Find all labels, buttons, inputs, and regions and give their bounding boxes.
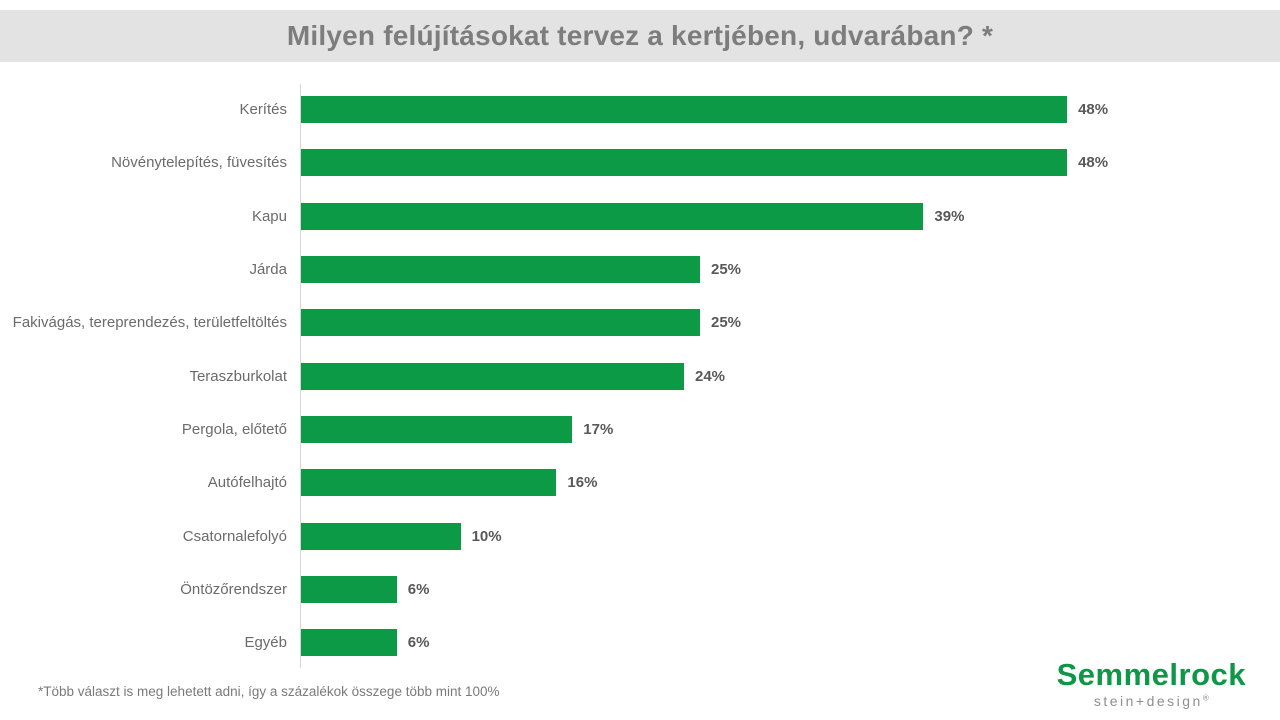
bar-row: Fakivágás, tereprendezés, területfeltölt… bbox=[0, 296, 1280, 349]
footnote: *Több választ is meg lehetett adni, így … bbox=[38, 684, 500, 699]
bar-track: 25% bbox=[301, 309, 742, 337]
bar-chart: Kerítés 48% Növénytelepítés, füvesítés 48% K… bbox=[0, 83, 1280, 669]
bar-row: Növénytelepítés, füvesítés 48% bbox=[0, 136, 1280, 189]
value-label: 25% bbox=[711, 314, 742, 332]
value-label: 10% bbox=[471, 527, 502, 545]
bar-track: 6% bbox=[301, 575, 430, 603]
bar bbox=[301, 256, 700, 284]
bar-row: Autófelhajtó 16% bbox=[0, 456, 1280, 509]
logo-tagline: stein+design® bbox=[1057, 693, 1246, 709]
bar bbox=[301, 469, 557, 497]
bar-track: 6% bbox=[301, 629, 430, 657]
category-label: Járda bbox=[249, 261, 287, 279]
bar bbox=[301, 575, 397, 603]
bar-track: 48% bbox=[301, 96, 1109, 124]
semmelrock-logo: Semmelrock stein+design® bbox=[1056, 657, 1246, 709]
category-label: Fakivágás, tereprendezés, területfeltölt… bbox=[12, 314, 287, 332]
category-axis-line bbox=[300, 84, 301, 668]
bar bbox=[301, 309, 700, 337]
bar-track: 17% bbox=[301, 415, 614, 443]
bar-track: 16% bbox=[301, 469, 598, 497]
category-label: Öntözőrendszer bbox=[180, 580, 287, 598]
category-label: Csatornalefolyó bbox=[182, 527, 287, 545]
bar-track: 48% bbox=[301, 149, 1109, 177]
bar bbox=[301, 415, 573, 443]
bar-row: Öntözőrendszer 6% bbox=[0, 563, 1280, 616]
bar bbox=[301, 202, 924, 230]
category-label: Kapu bbox=[251, 207, 287, 225]
title-band: Milyen felújításokat tervez a kertjében,… bbox=[0, 10, 1280, 62]
bar bbox=[301, 96, 1068, 124]
value-label: 6% bbox=[407, 580, 430, 598]
bar bbox=[301, 522, 461, 550]
bar-row: Csatornalefolyó 10% bbox=[0, 509, 1280, 562]
value-label: 48% bbox=[1078, 154, 1109, 172]
bar-row: Teraszburkolat 24% bbox=[0, 349, 1280, 402]
bar-row: Egyéb 6% bbox=[0, 616, 1280, 669]
value-label: 48% bbox=[1078, 101, 1109, 119]
value-label: 39% bbox=[934, 207, 965, 225]
value-label: 24% bbox=[695, 367, 726, 385]
category-label: Egyéb bbox=[244, 634, 287, 652]
bar bbox=[301, 629, 397, 657]
bar bbox=[301, 149, 1068, 177]
value-label: 17% bbox=[583, 420, 614, 438]
bar-row: Járda 25% bbox=[0, 243, 1280, 296]
bar-track: 25% bbox=[301, 256, 742, 284]
value-label: 16% bbox=[567, 474, 598, 492]
category-label: Teraszburkolat bbox=[189, 367, 287, 385]
logo-wordmark: Semmelrock bbox=[1056, 657, 1246, 692]
logo-tagline-text: stein+design bbox=[1093, 692, 1203, 709]
value-label: 25% bbox=[711, 261, 742, 279]
value-label: 6% bbox=[407, 634, 430, 652]
bar-track: 39% bbox=[301, 202, 965, 230]
category-label: Pergola, előtető bbox=[181, 420, 287, 438]
bar-track: 10% bbox=[301, 522, 502, 550]
bar bbox=[301, 362, 684, 390]
chart-title: Milyen felújításokat tervez a kertjében,… bbox=[286, 20, 994, 51]
category-label: Autófelhajtó bbox=[207, 474, 287, 492]
category-label: Kerítés bbox=[239, 101, 287, 119]
bar-row: Kerítés 48% bbox=[0, 83, 1280, 136]
registered-trademark-symbol: ® bbox=[1202, 692, 1209, 702]
category-label: Növénytelepítés, füvesítés bbox=[111, 154, 287, 172]
bar-track: 24% bbox=[301, 362, 726, 390]
bar-row: Pergola, előtető 17% bbox=[0, 403, 1280, 456]
bar-row: Kapu 39% bbox=[0, 190, 1280, 243]
